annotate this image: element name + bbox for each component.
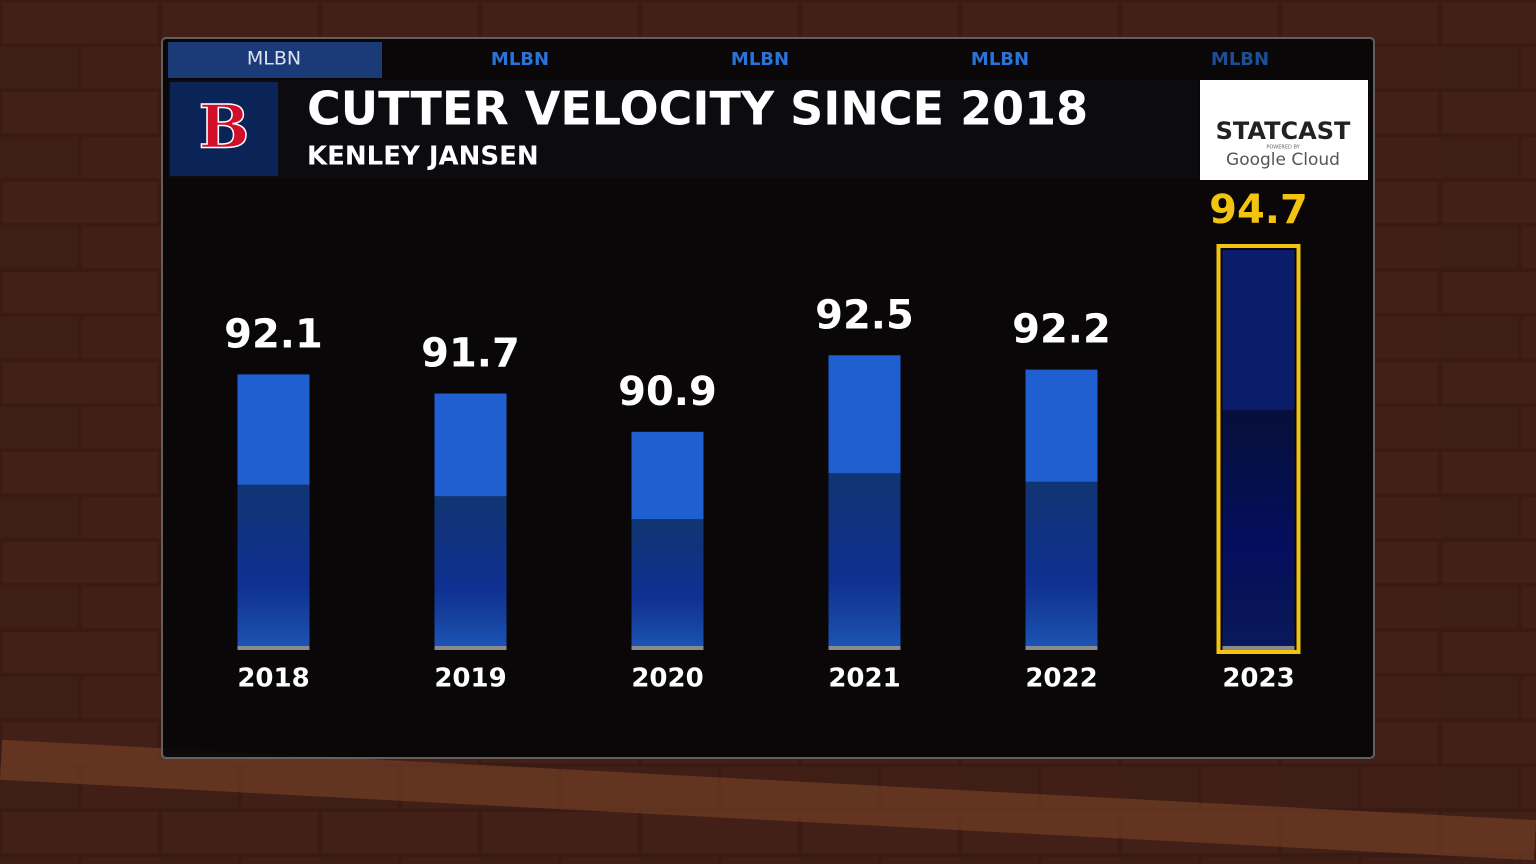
tab-label: MLBN	[971, 49, 1029, 70]
x-tick-label: 2018	[237, 664, 309, 694]
x-tick-label: 2020	[631, 664, 703, 694]
x-tick-label: 2023	[1222, 664, 1294, 694]
bar-base	[828, 646, 901, 650]
bar-shade	[237, 484, 310, 650]
bar-shade	[828, 473, 901, 650]
bar-base	[1222, 646, 1295, 650]
sponsor-partner: Google Cloud	[1226, 150, 1340, 170]
x-tick-label: 2019	[434, 664, 506, 694]
value-label: 94.7	[1209, 187, 1308, 233]
title-band	[168, 80, 1198, 178]
tab-label: MLBN	[491, 49, 549, 70]
value-label: 92.5	[815, 292, 914, 338]
value-label: 91.7	[421, 331, 520, 377]
bar-shade	[434, 496, 507, 650]
tab-active	[168, 42, 382, 78]
bar-base	[237, 646, 310, 650]
tab-label: MLBN	[247, 48, 301, 70]
x-tick-label: 2021	[828, 664, 900, 694]
chart-title: CUTTER VELOCITY SINCE 2018	[307, 82, 1088, 136]
tab-label: MLBN	[1211, 49, 1269, 70]
bat	[0, 739, 1536, 861]
bar-base	[1025, 646, 1098, 650]
value-label: 92.1	[224, 311, 323, 357]
sponsor-box	[1200, 80, 1368, 180]
x-tick-label: 2022	[1025, 664, 1097, 694]
value-label: 92.2	[1012, 307, 1111, 353]
bar-shade	[1025, 481, 1098, 650]
chart-subtitle: KENLEY JANSEN	[307, 142, 539, 172]
team-logo: B	[199, 93, 250, 163]
logo-box	[170, 82, 278, 176]
bar-shade	[1222, 410, 1295, 650]
sponsor-name: STATCAST	[1216, 117, 1351, 145]
bar-base	[631, 646, 704, 650]
value-label: 90.9	[618, 369, 717, 415]
bar-highlight	[1216, 244, 1301, 654]
tab-label: MLBN	[731, 49, 789, 70]
bar-shade	[631, 519, 704, 650]
sponsor-powered: POWERED BY	[1266, 145, 1300, 151]
bar-base	[434, 646, 507, 650]
